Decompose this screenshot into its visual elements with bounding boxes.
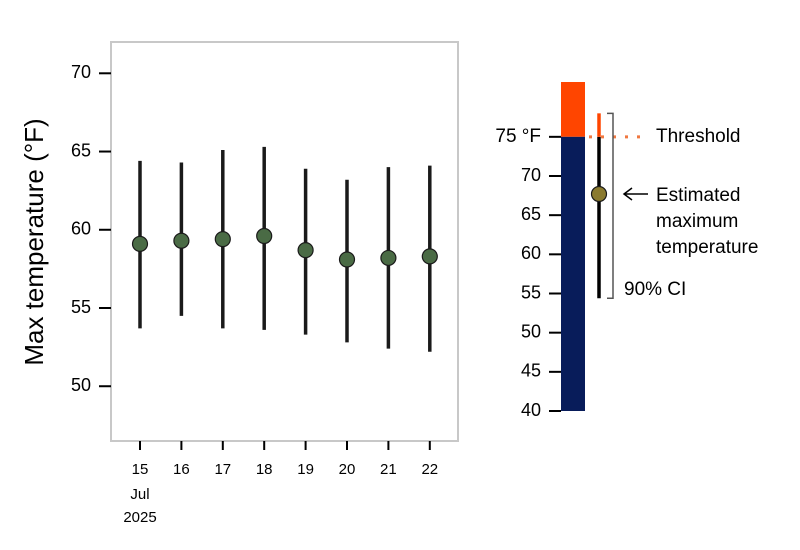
ci-bracket	[607, 112, 614, 299]
point	[380, 249, 397, 267]
ci-label: 90% CI	[624, 279, 686, 300]
y-tick-label: 70	[71, 62, 91, 82]
y-axis-label: Max temperature (°F)	[19, 118, 49, 365]
threshold-label: 75 °F	[495, 126, 541, 147]
estimate-label: maximum	[656, 211, 738, 232]
x-tick-label: 16	[173, 461, 190, 478]
point	[421, 248, 438, 265]
color-bar-above	[561, 82, 585, 137]
scale-tick-label: 65	[521, 204, 541, 224]
point	[338, 251, 356, 268]
x-tick-label: 22	[421, 461, 438, 478]
y-tick-label: 65	[71, 140, 91, 160]
scale-tick-label: 40	[521, 400, 541, 420]
point	[297, 242, 314, 259]
x-tick-label: 21	[380, 461, 397, 478]
scale-tick-label: 55	[521, 282, 541, 302]
x-tick-label: 17	[214, 461, 231, 478]
estimate-label: Estimated	[656, 185, 740, 206]
example-point	[590, 185, 608, 203]
scale-tick-label: 60	[521, 243, 541, 263]
estimate-label: temperature	[656, 237, 758, 258]
scale-tick-label: 70	[521, 165, 541, 185]
estimate-arrow	[622, 187, 648, 201]
scale-tick-label: 50	[521, 321, 541, 341]
point	[214, 231, 231, 248]
color-bar	[561, 136, 585, 412]
y-tick-label: 55	[71, 297, 91, 317]
point	[131, 235, 149, 252]
x-tick-label: 18	[256, 461, 273, 478]
threshold-text: Threshold	[656, 126, 741, 147]
x-tick-label: 19	[297, 461, 314, 478]
x-year-label: 2025	[123, 509, 156, 526]
scale-tick-label: 45	[521, 361, 541, 381]
y-tick-label: 60	[71, 219, 91, 239]
y-tick-label: 50	[71, 375, 91, 395]
x-tick-label: 15	[132, 461, 149, 478]
point	[173, 232, 190, 249]
point	[256, 227, 273, 245]
plot-frame	[110, 41, 459, 442]
x-month-label: Jul	[130, 486, 149, 503]
x-tick-label: 20	[339, 461, 356, 478]
